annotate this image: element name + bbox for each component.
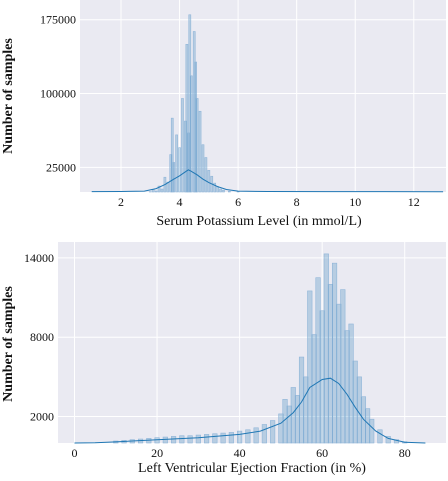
potassium-x-ticks: 2 4 6 8 10 12 xyxy=(118,195,420,209)
lvef-y-tick-label: 8000 xyxy=(30,330,54,344)
potassium-y-tick-label: 25000 xyxy=(46,160,76,174)
potassium-x-tick-label: 8 xyxy=(294,195,300,209)
lvef-x-tick-label: 0 xyxy=(72,446,78,460)
lvef-bar xyxy=(180,436,185,443)
potassium-plot-area xyxy=(80,0,446,192)
potassium-bar xyxy=(190,76,192,192)
lvef-x-tick-label: 60 xyxy=(316,446,328,460)
lvef-plot-area xyxy=(58,242,446,443)
lvef-bar xyxy=(270,421,275,443)
potassium-y-tick-label: 100000 xyxy=(40,87,76,101)
potassium-bar xyxy=(173,162,175,192)
lvef-bar xyxy=(163,437,168,443)
lvef-bar xyxy=(229,432,234,443)
potassium-y-tick-label: 175000 xyxy=(40,13,76,27)
potassium-y-axis-label: Number of samples xyxy=(1,38,16,154)
lvef-bar xyxy=(204,434,209,443)
potassium-bar xyxy=(196,98,198,192)
potassium-x-tick-label: 6 xyxy=(235,195,241,209)
potassium-bar xyxy=(202,145,204,192)
lvef-x-axis-label: Left Ventricular Ejection Fraction (in %… xyxy=(138,461,366,476)
lvef-y-tick-label: 14000 xyxy=(24,251,54,265)
lvef-bar xyxy=(155,438,160,443)
potassium-x-tick-label: 2 xyxy=(118,195,124,209)
potassium-bar xyxy=(152,190,154,192)
potassium-bar xyxy=(205,158,207,192)
potassium-bar xyxy=(176,135,178,192)
lvef-bar xyxy=(246,430,251,443)
lvef-bar xyxy=(213,434,218,443)
potassium-x-tick-label: 4 xyxy=(177,195,183,209)
lvef-bar xyxy=(196,435,201,443)
lvef-y-axis-label: Number of samples xyxy=(1,286,16,402)
lvef-bar xyxy=(262,424,267,443)
potassium-bar xyxy=(220,189,222,192)
potassium-y-ticks: 25000 100000 175000 xyxy=(40,13,76,175)
lvef-bar xyxy=(369,419,374,443)
lvef-x-tick-label: 40 xyxy=(234,446,246,460)
lvef-y-tick-label: 2000 xyxy=(30,410,54,424)
potassium-bar xyxy=(217,187,219,192)
potassium-x-tick-label: 10 xyxy=(349,195,361,209)
potassium-x-axis-label: Serum Potassium Level (in mmol/L) xyxy=(156,214,362,229)
potassium-x-tick-label: 12 xyxy=(408,195,420,209)
potassium-bar xyxy=(208,170,210,192)
potassium-bar xyxy=(199,111,201,192)
potassium-histogram: 2 4 6 8 10 12 25000 100000 175000 Serum Potassi… xyxy=(1,0,446,229)
potassium-bar xyxy=(181,98,183,192)
lvef-bar xyxy=(171,436,176,443)
lvef-x-tick-label: 80 xyxy=(399,446,411,460)
lvef-bar xyxy=(188,436,193,443)
potassium-bar xyxy=(155,191,157,192)
potassium-bar xyxy=(179,148,181,192)
lvef-bar xyxy=(378,430,383,443)
lvef-x-tick-label: 20 xyxy=(151,446,163,460)
potassium-bar xyxy=(228,191,230,192)
lvef-bar xyxy=(221,433,226,443)
potassium-bar xyxy=(161,189,163,192)
lvef-bar xyxy=(254,428,259,443)
lvef-y-ticks: 2000 8000 14000 xyxy=(24,251,54,424)
lvef-bar xyxy=(237,431,242,443)
potassium-bar xyxy=(222,190,224,192)
lvef-histogram: 0 20 40 60 80 2000 8000 14000 Left Ventricular… xyxy=(1,242,446,476)
lvef-x-ticks: 0 20 40 60 80 xyxy=(72,446,411,460)
